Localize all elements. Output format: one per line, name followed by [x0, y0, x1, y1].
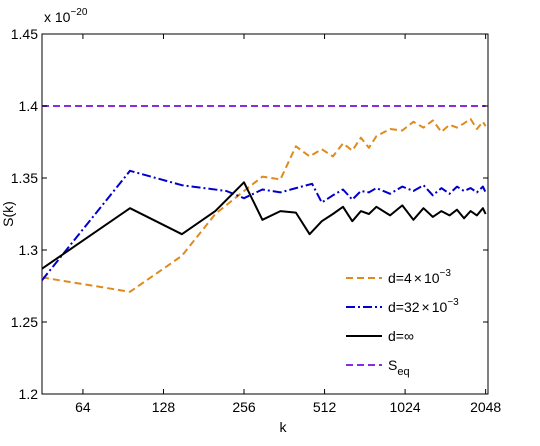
x-tick-label: 1024 [390, 399, 421, 415]
x-tick-label: 256 [232, 399, 256, 415]
y-multiplier: x 10−20 [44, 7, 88, 25]
y-tick-label: 1.35 [11, 170, 38, 186]
series-layer [41, 105, 487, 293]
x-tick-label: 2048 [470, 399, 501, 415]
x-axis-label: k [280, 419, 288, 435]
y-tick-label: 1.3 [19, 242, 39, 258]
y-axis-label: S(k) [0, 201, 16, 227]
legend-label-2: d=∞ [388, 328, 414, 344]
legend: d=4 × 10−3 d=32 × 10−3 d=∞ Seq [346, 268, 459, 378]
x-tick-label: 64 [75, 399, 91, 415]
series-line-2 [41, 181, 487, 270]
tick-layer: 64 128 256 512 1024 2048 1.2 1.25 1.3 1.35 1.4 1.45 [11, 26, 502, 415]
x-tick-label: 128 [152, 399, 176, 415]
legend-label-0: d=4 × 10−3 [388, 268, 451, 286]
y-tick-label: 1.25 [11, 314, 38, 330]
y-multiplier-exponent: −20 [70, 7, 87, 18]
series-line-1 [41, 169, 487, 281]
legend-label-3: Seq [388, 357, 410, 378]
plot-frame [41, 33, 489, 395]
y-tick-label: 1.4 [19, 98, 39, 114]
legend-label-1: d=32 × 10−3 [388, 297, 459, 315]
series-line-0 [41, 118, 487, 293]
y-tick-label: 1.45 [11, 26, 38, 42]
y-tick-label: 1.2 [19, 386, 39, 402]
x-tick-label: 512 [313, 399, 337, 415]
